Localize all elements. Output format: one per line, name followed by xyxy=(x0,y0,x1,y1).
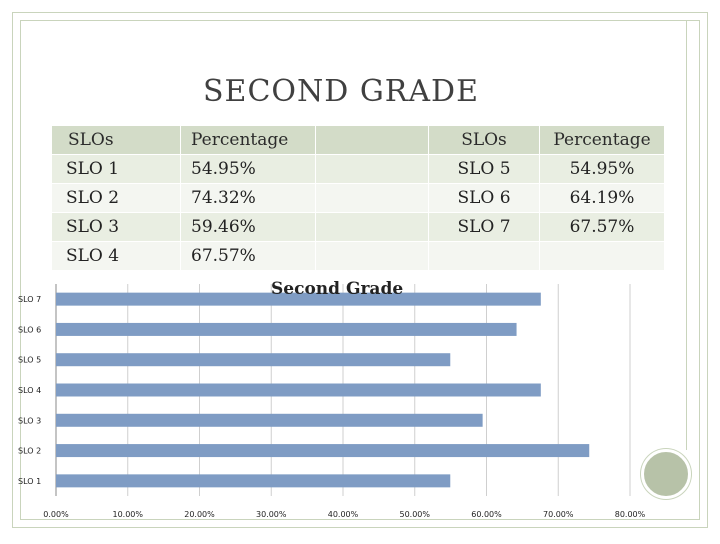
table-cell xyxy=(428,241,540,271)
y-category-label: SLO 3 xyxy=(18,416,41,425)
table-cell: SLO 4 xyxy=(52,241,181,271)
x-tick-label: 80.00% xyxy=(615,510,646,519)
table-cell: 59.46% xyxy=(180,212,316,242)
x-tick-label: 40.00% xyxy=(328,510,359,519)
chart-container: 0.00% 10.00% 20.00% 30.00% 40.00% 50.00% 60.00… xyxy=(0,276,720,540)
table-cell xyxy=(315,154,429,184)
bar-slo-6 xyxy=(56,322,517,336)
table-cell: 67.57% xyxy=(539,212,665,242)
chart-title: Second Grade xyxy=(271,279,404,299)
table-cell: SLO 2 xyxy=(52,183,181,213)
y-category-label: SLO 7 xyxy=(18,295,41,304)
table-cell: 74.32% xyxy=(180,183,316,213)
x-tick-label: 70.00% xyxy=(543,510,574,519)
bar-slo-3 xyxy=(56,413,483,427)
table-cell: SLO 1 xyxy=(52,154,181,184)
table-row: SLO 1 54.95% SLO 5 54.95% xyxy=(52,154,665,184)
header-percentage-right: Percentage xyxy=(539,126,665,155)
bar-slo-4 xyxy=(56,383,541,397)
table-row: SLO 2 74.32% SLO 6 64.19% xyxy=(52,183,665,213)
table-cell xyxy=(539,241,665,271)
slo-table: SLOs Percentage SLOs Percentage SLO 1 54… xyxy=(52,126,665,271)
x-tick-label: 10.00% xyxy=(112,510,143,519)
x-tick-label: 0.00% xyxy=(43,510,69,519)
slide-title: SECOND GRADE xyxy=(203,74,480,109)
table-cell: SLO 7 xyxy=(428,212,540,242)
bar-slo-5 xyxy=(56,353,451,367)
header-spacer xyxy=(315,126,429,155)
table-cell: SLO 6 xyxy=(428,183,540,213)
x-tick-label: 60.00% xyxy=(471,510,502,519)
y-category-label: SLO 5 xyxy=(18,356,41,365)
slide-frame-outer xyxy=(12,12,708,528)
table-cell xyxy=(315,183,429,213)
table-cell: SLO 3 xyxy=(52,212,181,242)
header-slos-left: SLOs xyxy=(52,126,181,155)
table-header-row: SLOs Percentage SLOs Percentage xyxy=(52,126,665,155)
slide-frame-inner xyxy=(20,20,700,520)
frame-accent-line xyxy=(686,20,687,450)
y-category-label: SLO 6 xyxy=(18,325,41,334)
decorative-circle xyxy=(641,449,691,499)
table-row: SLO 3 59.46% SLO 7 67.57% xyxy=(52,212,665,242)
x-tick-label: 30.00% xyxy=(256,510,287,519)
bar-slo-7 xyxy=(56,292,541,306)
y-category-label: SLO 4 xyxy=(18,386,41,395)
x-tick-label: 50.00% xyxy=(399,510,430,519)
table-cell xyxy=(315,241,429,271)
table-row: SLO 4 67.57% xyxy=(52,241,665,271)
y-category-label: SLO 1 xyxy=(18,477,41,486)
table-cell: 54.95% xyxy=(539,154,665,184)
header-slos-right: SLOs xyxy=(428,126,540,155)
table-cell: 64.19% xyxy=(539,183,665,213)
table-cell: 67.57% xyxy=(180,241,316,271)
y-category-label: SLO 2 xyxy=(18,447,41,456)
table-cell: 54.95% xyxy=(180,154,316,184)
header-percentage-left: Percentage xyxy=(180,126,316,155)
table-cell xyxy=(315,212,429,242)
table-cell: SLO 5 xyxy=(428,154,540,184)
bar-slo-2 xyxy=(56,444,590,458)
bar-slo-1 xyxy=(56,474,451,488)
bar-chart: 0.00% 10.00% 20.00% 30.00% 40.00% 50.00% 60.00… xyxy=(18,284,646,519)
x-tick-label: 20.00% xyxy=(184,510,215,519)
